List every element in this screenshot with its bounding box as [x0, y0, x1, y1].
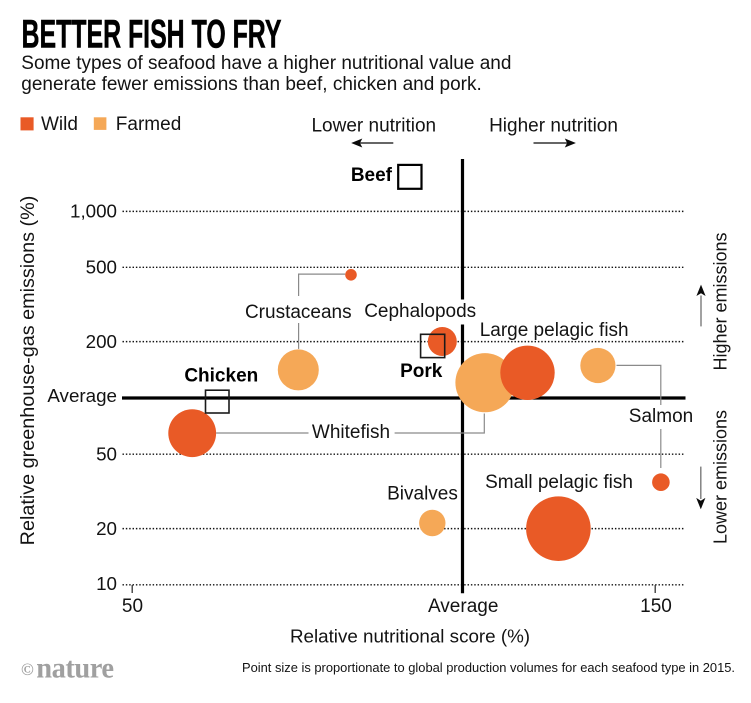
svg-text:Bivalves: Bivalves — [387, 484, 458, 505]
svg-text:Average: Average — [47, 385, 117, 406]
svg-text:50: 50 — [96, 444, 117, 465]
svg-text:nature: nature — [36, 652, 114, 685]
svg-text:Some types of seafood have a h: Some types of seafood have a higher nutr… — [21, 53, 511, 74]
svg-text:200: 200 — [86, 331, 117, 352]
svg-text:Lower nutrition: Lower nutrition — [311, 116, 436, 137]
svg-text:Pork: Pork — [400, 361, 443, 382]
svg-text:generate fewer emissions than: generate fewer emissions than beef, chic… — [21, 74, 482, 95]
svg-text:1,000: 1,000 — [70, 201, 117, 222]
svg-text:Farmed: Farmed — [116, 114, 181, 135]
svg-text:Chicken: Chicken — [184, 366, 258, 387]
svg-text:Small pelagic fish: Small pelagic fish — [485, 472, 633, 493]
svg-text:Cephalopods: Cephalopods — [364, 301, 476, 322]
svg-text:Lower emissions: Lower emissions — [711, 410, 731, 544]
svg-text:20: 20 — [96, 518, 117, 539]
svg-text:10: 10 — [96, 573, 117, 594]
svg-text:Relative greenhouse-gas emissi: Relative greenhouse-gas emissions (%) — [17, 196, 39, 546]
svg-text:BETTER FISH TO FRY: BETTER FISH TO FRY — [22, 13, 282, 57]
svg-text:Relative nutritional score (%): Relative nutritional score (%) — [290, 626, 530, 647]
svg-text:Large pelagic fish: Large pelagic fish — [480, 320, 629, 341]
svg-text:Average: Average — [428, 596, 498, 617]
svg-text:Crustaceans: Crustaceans — [245, 302, 352, 323]
svg-text:Point size is proportionate to: Point size is proportionate to global pr… — [242, 660, 735, 675]
svg-text:Whitefish: Whitefish — [312, 422, 390, 443]
svg-text:500: 500 — [86, 257, 117, 278]
svg-text:Higher nutrition: Higher nutrition — [489, 116, 618, 137]
svg-text:Wild: Wild — [41, 114, 78, 135]
svg-text:Higher emissions: Higher emissions — [711, 232, 731, 370]
svg-text:©: © — [21, 660, 34, 679]
svg-text:50: 50 — [122, 596, 143, 617]
svg-text:150: 150 — [640, 596, 672, 617]
svg-text:Beef: Beef — [351, 165, 393, 186]
svg-text:Salmon: Salmon — [629, 406, 693, 427]
